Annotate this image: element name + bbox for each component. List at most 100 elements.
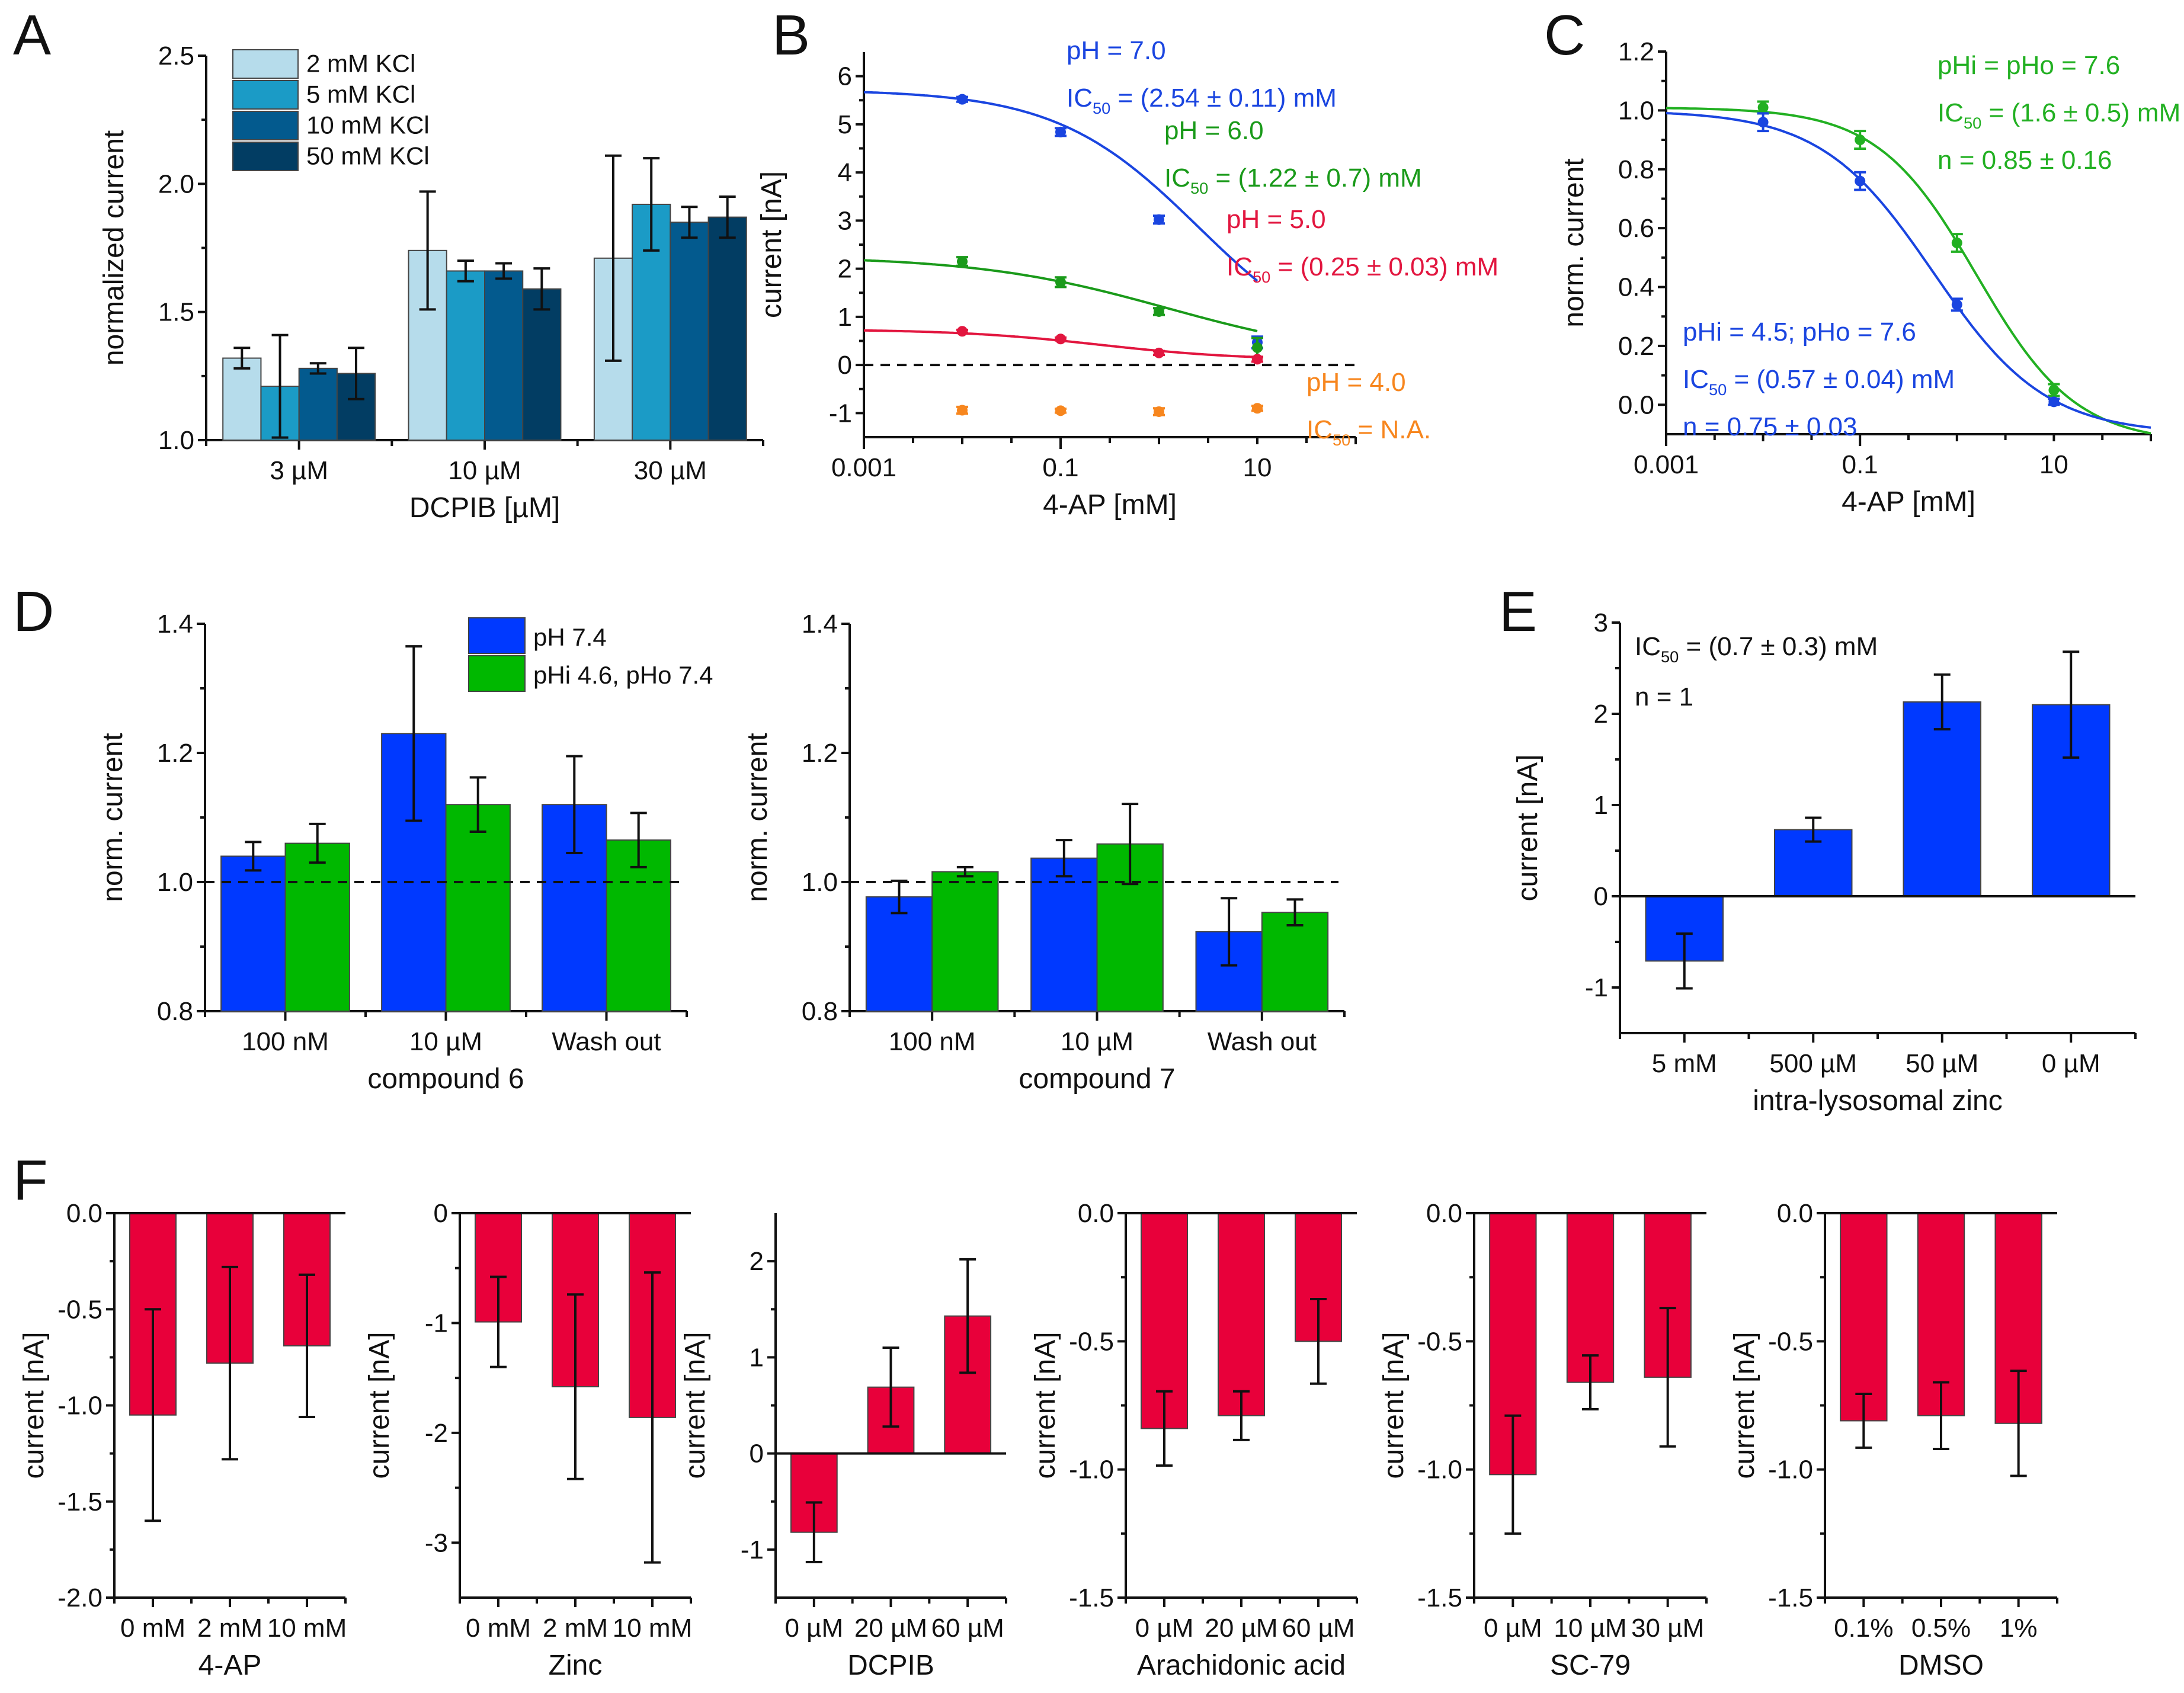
y-tick-label: 0 <box>750 1439 764 1468</box>
legend-label: 5 mM KCl <box>306 80 415 108</box>
chart-panel-d2: 0.8 1.0 1.2 1.4 norm. current compound 7 100 n… <box>742 610 1346 1095</box>
data-point <box>1252 354 1263 365</box>
x-tick-label: 20 µM <box>1205 1614 1277 1643</box>
x-axis-title: Arachidonic acid <box>1137 1650 1346 1681</box>
data-point <box>1055 126 1066 137</box>
data-point <box>1855 134 1866 146</box>
y-tick-label: 0.2 <box>1618 332 1654 361</box>
y-tick-label: 1 <box>838 303 852 332</box>
x-tick-label: Wash out <box>1208 1027 1317 1056</box>
y-axis-title: norm. current <box>1558 158 1590 327</box>
bar <box>298 367 338 441</box>
bar <box>1218 1213 1265 1416</box>
y-tick-label: 0.0 <box>1618 390 1654 419</box>
x-tick-label: 0.001 <box>831 453 896 482</box>
series-annotation: n = 0.85 ± 0.16 <box>1938 146 2112 175</box>
y-axis-title: current [nA] <box>1378 1332 1410 1479</box>
x-tick-label: 30 µM <box>634 456 707 485</box>
series-annotation: IC50 = (2.54 ± 0.11) mM <box>1067 84 1337 117</box>
y-tick-label: 5 <box>838 110 852 139</box>
chart-panel-b: -1 0 1 2 3 4 5 6 current [nA] 4-AP [mM] 0.001 0.1 10… <box>756 36 1498 521</box>
data-point <box>1055 334 1066 345</box>
y-tick-label: 1.5 <box>158 298 194 327</box>
y-tick-label: 1.0 <box>158 426 194 455</box>
fit-curve <box>863 91 1258 282</box>
y-tick-label: -1.5 <box>57 1487 103 1516</box>
x-tick-label: 0 mM <box>466 1614 531 1643</box>
data-point <box>1154 214 1164 225</box>
x-tick-label: 0 mM <box>120 1614 185 1643</box>
series-annotation: IC50 = (0.57 ± 0.04) mM <box>1683 365 1955 399</box>
panels: 1.0 1.5 2.0 2.5 normalized current DCPIB [µM]… <box>18 36 2180 1681</box>
y-tick-label: -0.5 <box>1768 1327 1813 1356</box>
series-annotation: pHi = pHo = 7.6 <box>1938 51 2120 80</box>
x-axis-title: DMSO <box>1898 1650 1984 1681</box>
x-tick-label: 10 µM <box>448 456 521 485</box>
chart-panel-e: -1 0 1 2 3 current [nA] intra-lysosomal zinc 5 … <box>1512 608 2137 1117</box>
y-tick-label: 0 <box>434 1199 448 1228</box>
x-axis-title: compound 6 <box>367 1063 524 1095</box>
legend-swatch <box>232 49 299 79</box>
y-axis-title: current [nA] <box>1729 1332 1760 1479</box>
x-tick-label: 100 nM <box>889 1027 976 1056</box>
y-axis-title: current [nA] <box>18 1332 50 1479</box>
x-tick-label: 50 µM <box>1906 1049 1978 1078</box>
legend-swatch <box>232 111 299 140</box>
x-tick-label: 60 µM <box>1282 1614 1354 1643</box>
x-tick-label: 0.1 <box>1842 450 1878 479</box>
legend-swatch <box>468 655 526 692</box>
y-tick-label: -1.5 <box>1417 1583 1462 1612</box>
data-point <box>1252 342 1263 353</box>
bar <box>606 839 671 1012</box>
x-tick-label: 0.1 <box>1042 453 1078 482</box>
bar <box>446 270 485 441</box>
x-tick-label: 10 µM <box>1061 1027 1133 1056</box>
data-point <box>1252 403 1263 414</box>
bar <box>1261 912 1329 1012</box>
annotation: IC50 = (0.7 ± 0.3) mM <box>1635 632 1878 666</box>
y-tick-label: -1 <box>425 1309 448 1338</box>
y-tick-label: -2 <box>425 1419 448 1448</box>
series-annotation: pH = 7.0 <box>1067 36 1166 65</box>
data-point <box>1055 277 1066 288</box>
x-tick-label: 10 <box>1243 453 1272 482</box>
chart-panel-f2: -3 -2 -1 0 current [nA] Zinc 0 mM 2 mM 10 mM <box>364 1199 692 1681</box>
y-tick-label: 3 <box>1594 608 1608 637</box>
series-annotation: IC50 = N.A. <box>1306 415 1431 449</box>
data-point <box>1951 238 1962 248</box>
panel-letter-c: C <box>1544 4 1585 67</box>
y-tick-label: 1.4 <box>802 610 838 639</box>
y-tick-label: 2.0 <box>158 169 194 198</box>
series-annotation: IC50 = (1.6 ± 0.5) mM <box>1938 98 2180 132</box>
y-tick-label: -1 <box>829 399 852 428</box>
y-axis-title: current [nA] <box>364 1332 395 1479</box>
legend-label: 50 mM KCl <box>306 142 430 169</box>
y-tick-label: -2.0 <box>57 1583 103 1612</box>
y-tick-label: 0.8 <box>1618 155 1654 184</box>
x-tick-label: 30 µM <box>1631 1614 1704 1643</box>
bar <box>284 842 350 1012</box>
y-tick-label: 1.4 <box>157 610 193 639</box>
data-point <box>1154 306 1164 317</box>
bar <box>484 270 524 441</box>
x-tick-label: 2 mM <box>543 1614 608 1643</box>
y-tick-label: 0.0 <box>1426 1199 1462 1228</box>
data-point <box>1154 406 1164 417</box>
x-tick-label: 60 µM <box>931 1614 1004 1643</box>
y-tick-label: 2 <box>750 1247 764 1276</box>
data-point <box>1757 117 1769 128</box>
panel-letter-b: B <box>772 4 810 67</box>
y-tick-label: -0.5 <box>1069 1327 1114 1356</box>
x-tick-label: 3 µM <box>270 456 328 485</box>
y-tick-label: 1.2 <box>157 739 193 768</box>
series-annotation: pHi = 4.5; pHo = 7.6 <box>1683 318 1916 347</box>
x-axis-title: 4-AP [mM] <box>1043 489 1177 521</box>
x-tick-label: 0.1% <box>1834 1614 1893 1643</box>
y-tick-label: 0.0 <box>1078 1199 1114 1228</box>
y-tick-label: 1 <box>750 1343 764 1372</box>
x-tick-label: 10 µM <box>1554 1614 1626 1643</box>
y-tick-label: 1.0 <box>802 868 838 897</box>
x-tick-label: 1% <box>2000 1614 2038 1643</box>
